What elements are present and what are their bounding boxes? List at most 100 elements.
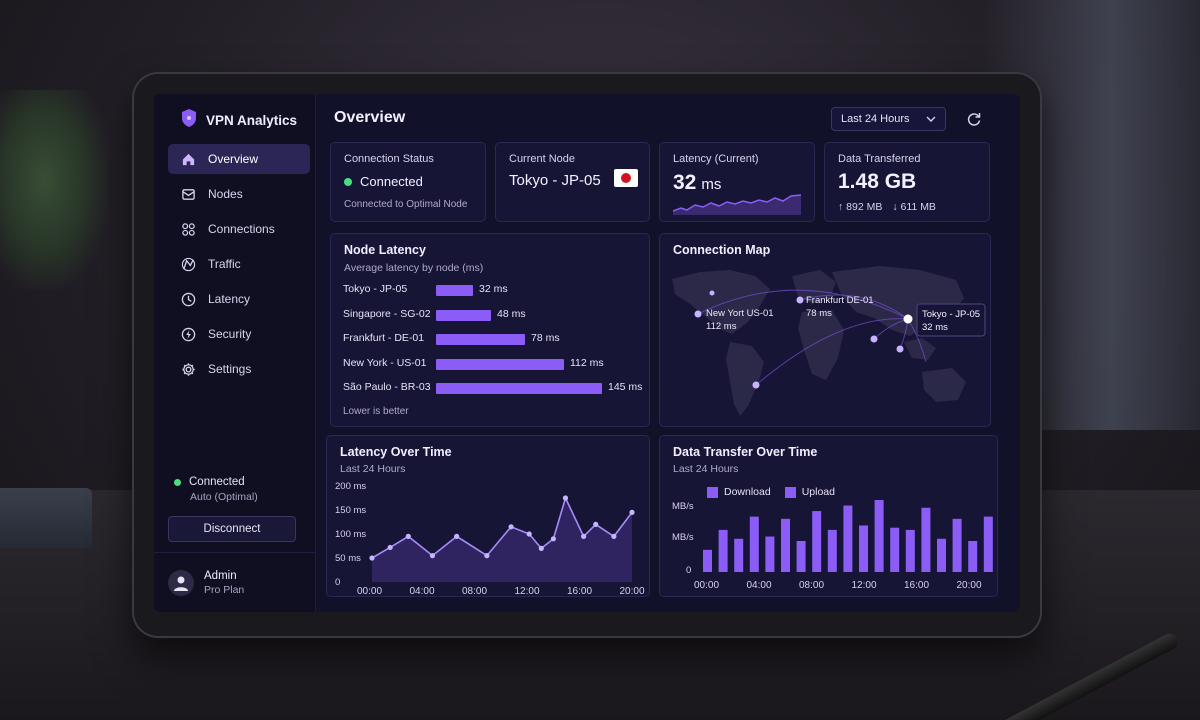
tokyo-tooltip-box [916,303,986,337]
map-label-newyork-ms: 112 ms [706,321,737,332]
disconnect-button[interactable]: Disconnect [168,516,296,542]
current-node-value: Tokyo - JP-05 [509,172,601,189]
latency-bar-value: 112 ms [570,356,604,369]
transfer-bar [734,538,744,572]
transfer-bar [718,529,728,572]
y-tick-label: 50 ms [335,553,361,564]
arrow-down-icon: ↓ [892,201,901,213]
user-plan: Pro Plan [204,583,245,596]
sidebar-status-text: Connected [189,476,245,488]
node-latency-row: Tokyo - JP-05 32 ms [343,280,643,300]
legend-upload: Upload [801,486,835,498]
time-range-select[interactable]: Last 24 Hours [831,107,946,131]
user-name: Admin [204,569,237,582]
card-label: Latency (Current) [673,153,759,165]
node-name: Tokyo - JP-05 [343,283,408,295]
node-latency-row: São Paulo - BR-03 145 ms [343,378,643,398]
transfer-bar [749,516,759,572]
x-tick-label: 00:00 [694,580,719,591]
transfer-bar [765,536,775,572]
latency-chart-title: Latency Over Time [340,445,452,459]
sidebar-item-label: Nodes [208,187,243,201]
latency-point [562,495,569,501]
transfer-bar [937,538,946,572]
latency-bar [436,358,564,370]
connection-sub: Connected to Optimal Node [344,199,468,210]
sidebar-status-sub: Auto (Optimal) [190,491,258,503]
sidebar-item-traffic[interactable]: Traffic [168,249,310,279]
latency-point [429,553,436,559]
clock-icon [180,291,196,307]
lightning-shield-icon [180,326,196,342]
sidebar-item-connections[interactable]: Connections [168,214,310,244]
y-tick-label: 0 [686,565,691,576]
user-profile[interactable]: Admin Pro Plan [154,552,316,612]
sidebar-item-settings[interactable]: Settings [168,354,310,384]
latency-point [538,545,544,551]
transfer-bar [781,518,790,572]
card-label: Data Transferred [838,153,921,165]
sidebar-nav: Overview Nodes Connections Traffic Latency Se… [168,144,310,389]
latency-bar [436,309,491,321]
transfer-chart-title: Data Transfer Over Time [673,445,818,459]
world-map: New Yort US-01 112 ms Frankfurt DE-01 78… [672,266,986,416]
latency-area [372,498,632,582]
x-tick-label: 12:00 [852,580,877,591]
latency-point [369,555,375,561]
sidebar-item-latency[interactable]: Latency [168,284,310,314]
transfer-bar [905,529,915,572]
sidebar-item-label: Settings [208,362,252,376]
sidebar-item-label: Security [208,327,252,341]
background-book [0,488,92,548]
refresh-icon[interactable] [964,109,984,129]
latency-bar [436,334,525,345]
latency-unit: ms [701,176,722,193]
app-screen: VPN Analytics Overview Nodes Connections Tr… [154,94,1020,612]
latency-point [611,533,617,539]
x-tick-label: 20:00 [620,586,645,597]
connection-status-panel: Connected Auto (Optimal) [174,476,258,503]
x-tick-label: 00:00 [357,586,382,597]
connected-dot-icon [344,177,352,186]
connection-map-title: Connection Map [673,243,771,257]
latency-point [484,553,490,559]
latency-bar [436,285,473,296]
latency-point [387,544,393,551]
node-latency-footer: Lower is better [343,406,409,417]
sidebar-item-overview[interactable]: Overview [168,144,310,174]
latency-point [454,533,460,539]
node-dots [694,290,913,389]
page-title: Overview [334,109,406,126]
traffic-icon [180,256,196,272]
time-range-value: Last 24 Hours [841,113,910,125]
current-node-card: Current Node Tokyo - JP-05 [495,142,650,222]
japan-flag-icon [614,169,638,187]
card-label: Current Node [509,153,576,165]
y-tick-label: MB/s [672,532,694,543]
y-tick-label: 200 ms [335,481,366,492]
sidebar-item-label: Traffic [208,257,241,271]
map-label-tokyo: Tokyo - JP-05 [922,309,980,320]
transfer-bar [812,511,822,572]
connection-value: Connected [360,174,423,189]
latency-over-time-card: Latency Over Time Last 24 Hours 200 ms 15… [326,435,650,597]
latency-sparkline [673,194,802,215]
latency-point [581,533,587,539]
x-tick-label: 16:00 [904,580,929,591]
node-name: Singapore - SG-02 [343,307,431,320]
sidebar-item-nodes[interactable]: Nodes [168,179,310,209]
sidebar-item-security[interactable]: Security [168,319,310,349]
latency-point [550,536,556,542]
latency-chart-subtitle: Last 24 Hours [340,463,406,475]
nodes-icon [180,186,196,202]
legend-swatch-upload [784,486,796,498]
node-name: Frankfurt - DE-01 [343,332,425,344]
node-name: São Paulo - BR-03 [343,381,431,393]
node-latency-row: Singapore - SG-02 48 ms [343,305,643,325]
sidebar: VPN Analytics Overview Nodes Connections Tr… [154,94,316,612]
x-tick-label: 08:00 [462,586,487,597]
transfer-bar-chart: MB/s MB/s 000:00 04:00 08:00 12:00 16:00 20:00 [672,500,993,591]
node-latency-row: New York - US-01 112 ms [343,354,643,374]
latency-bar-value: 78 ms [531,332,560,344]
x-tick-label: 16:00 [567,586,592,597]
